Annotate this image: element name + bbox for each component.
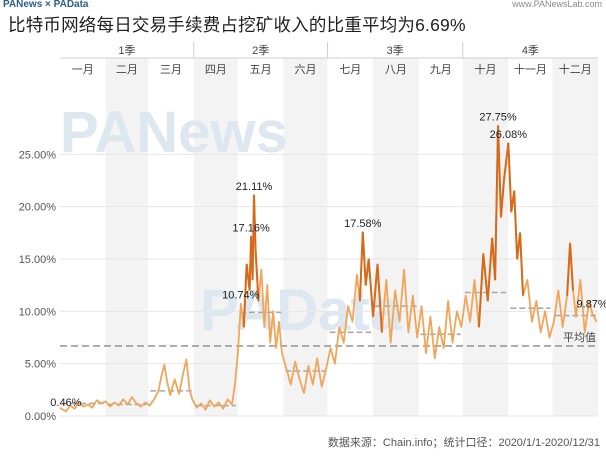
chart-title: 比特币网络每日交易手续费占挖矿收入的比重平均为6.69% [8, 15, 466, 35]
series-peak-segment [254, 248, 260, 301]
series-line [59, 124, 598, 413]
quarter-label: 3季 [387, 44, 404, 57]
value-annotation: 27.75% [479, 112, 517, 124]
series-peak-segment [502, 142, 510, 181]
header-bar: PANews × PAData www.PANewsLab.com [0, 0, 606, 11]
month-label: 三月 [160, 64, 182, 76]
month-label: 四月 [205, 64, 227, 76]
series-peak-segment [513, 190, 519, 260]
overall-average-label: 平均值 [563, 331, 596, 344]
value-annotation: 9.87% [577, 299, 606, 311]
series-peak-segment [494, 125, 500, 280]
month-band [373, 58, 419, 416]
month-label: 十月 [475, 62, 497, 76]
watermark-panews: PANews [60, 100, 288, 165]
series-peak-segment [361, 231, 367, 286]
month-label: 五月 [250, 64, 272, 76]
value-annotation: 21.11% [236, 181, 273, 193]
quarter-label: 4季 [522, 44, 539, 57]
series-peak-segment [482, 253, 489, 301]
series-peak-segment [367, 258, 375, 317]
series-peak-segment [566, 243, 572, 296]
month-label: 九月 [430, 63, 452, 76]
y-tick-label: 20.00% [19, 202, 57, 214]
series-peak-segment [486, 237, 494, 301]
month-band [283, 58, 328, 416]
value-annotation: 0.46% [50, 397, 81, 409]
series-peak-segment [477, 253, 485, 328]
site-url: www.PANewsLab.com [512, 0, 602, 9]
series-peak-segment [497, 125, 502, 218]
month-label: 六月 [294, 63, 316, 76]
series-peak-segment [253, 195, 257, 249]
series-peak-segment [499, 180, 505, 218]
y-tick-label: 25.00% [19, 149, 57, 161]
quarter-label: 1季 [118, 44, 135, 57]
y-tick-label: 5.00% [25, 359, 56, 371]
series-peak-segment [372, 264, 379, 317]
y-tick-label: 10.00% [19, 306, 57, 318]
value-annotation: 10.74% [222, 290, 260, 302]
value-annotation: 17.58% [344, 218, 382, 230]
series-peak-segment [242, 264, 248, 328]
quarter-label: 2季 [252, 44, 269, 57]
month-label: 二月 [116, 64, 138, 76]
series-peak-segment [358, 231, 364, 301]
value-annotation: 26.08% [490, 129, 528, 141]
month-label: 八月 [385, 64, 407, 76]
month-band [462, 58, 509, 416]
series-peak-segment [519, 232, 525, 296]
data-source-note: 数据来源：Chain.info；统计口径：2020/1/1-2020/12/31 [327, 437, 600, 449]
month-band [552, 58, 598, 416]
y-tick-label: 15.00% [19, 254, 57, 266]
brand-logo: PANews × PAData [3, 0, 89, 10]
y-tick-label: 0.00% [25, 411, 56, 423]
month-label: 十一月 [514, 62, 547, 76]
series-peak-segment [507, 142, 513, 212]
month-label: 一月 [72, 64, 94, 76]
value-annotation: 17.16% [232, 222, 270, 234]
month-band [105, 58, 149, 416]
month-band [193, 58, 238, 416]
series-peak-segment [376, 264, 383, 333]
series-peak-segment [569, 243, 575, 291]
month-label: 十二月 [559, 62, 592, 76]
month-label: 七月 [339, 63, 361, 76]
